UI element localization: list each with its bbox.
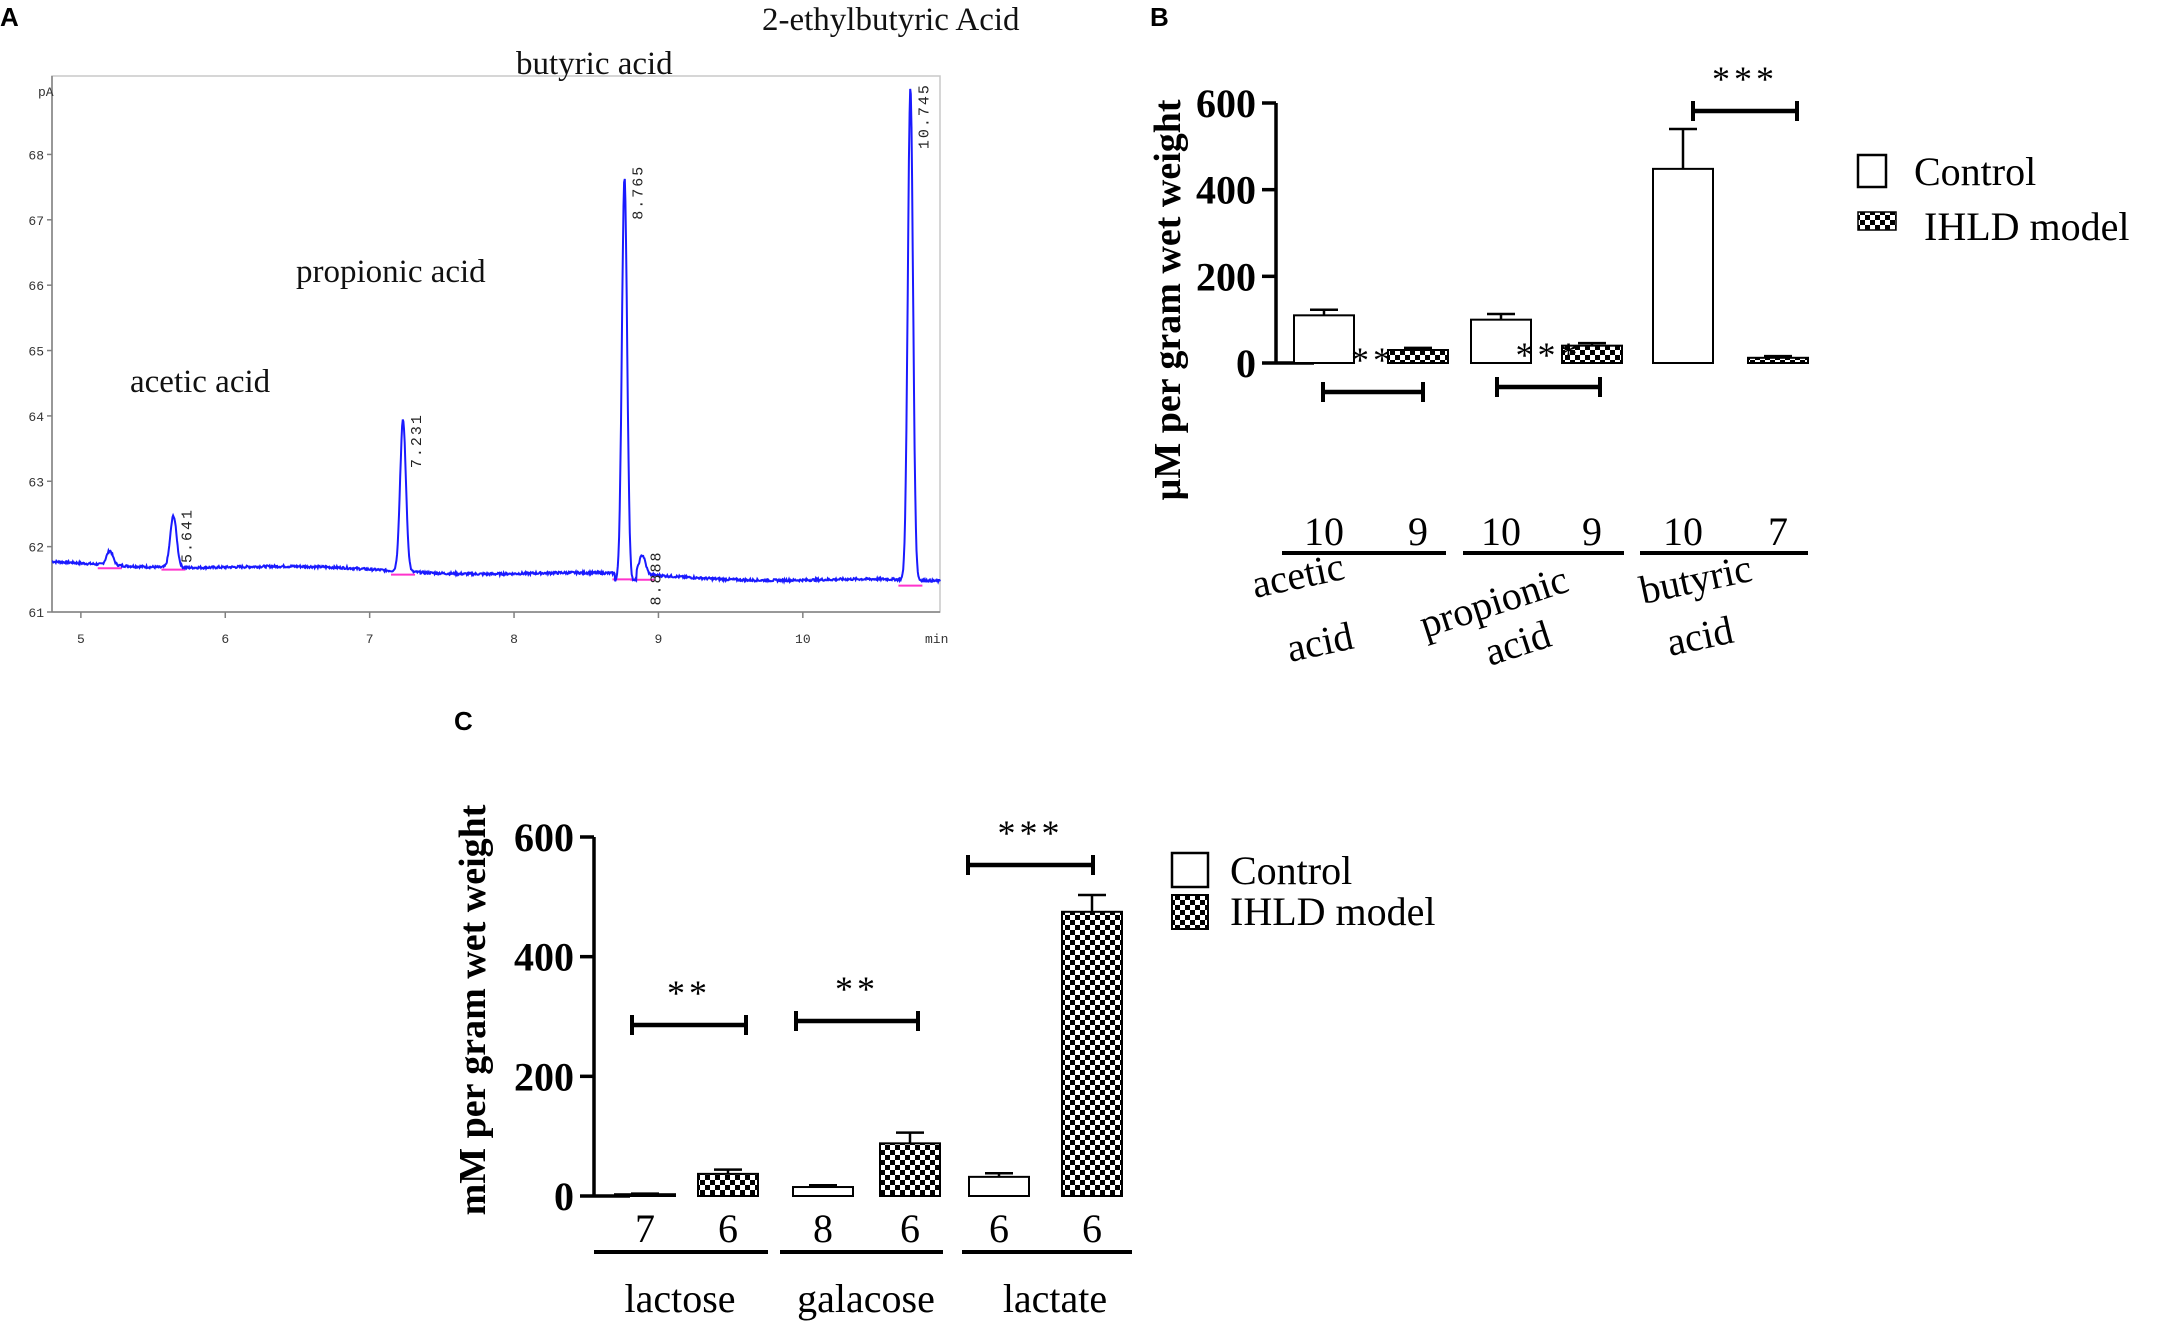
y-axis-tick-label: 200 [1196,254,1256,299]
bar-ihld-butyric [1747,356,1809,364]
y-axis-tick-label: 0 [1236,341,1256,386]
group-name-line1: acetic [1248,543,1349,606]
bar-control-galacose [792,1186,854,1198]
chromatogram-y-tick-label: 67 [28,214,44,229]
group-name: galacose [797,1276,935,1321]
group-name-line2: acid [1283,613,1358,671]
peak-retention-label: 7.231 [409,413,426,468]
panel-label-c: C [454,706,473,736]
bar-control-lactate [968,1175,1030,1198]
bar-ihld-propionic [1561,344,1623,364]
sample-size-label: 10 [1481,509,1521,554]
sample-size-label: 9 [1582,509,1602,554]
group-name-line2: acid [1663,607,1738,665]
panel-c-y-label: mM per gram wet weight [452,804,494,1215]
sample-size-label: 6 [718,1206,738,1251]
sample-size-label: 7 [635,1206,655,1251]
chromatogram-y-tick-label: 63 [28,475,44,490]
significance-stars: ** [835,969,879,1009]
chromatogram-x-unit: min [925,632,948,647]
chromatogram-x-tick-label: 9 [655,632,663,647]
chromatogram-x-tick-label: 5 [77,632,85,647]
significance-stars: ** [667,973,711,1013]
sample-size-label: 8 [813,1206,833,1251]
chromatogram-y-tick-label: 61 [28,606,44,621]
legend-swatch-control [1170,851,1210,889]
sample-size-label: 9 [1408,509,1428,554]
significance-stars: *** [1712,59,1778,99]
chromatogram-x-tick-label: 10 [795,632,811,647]
bar-control-acetic [1293,314,1355,365]
chromatogram-y-tick-label: 66 [28,279,44,294]
sample-size-label: 6 [900,1206,920,1251]
legend-swatch-ihld [1857,211,1897,231]
chromatogram-y-tick-label: 65 [28,345,44,360]
y-axis-tick-label: 0 [554,1174,574,1219]
chromatogram-x-tick-label: 6 [221,632,229,647]
legend-label-ihld: IHLD model [1924,204,2130,249]
bar-ihld-acetic [1387,349,1449,364]
legend-label-control: Control [1914,149,2036,194]
panel-label-a: A [0,2,19,32]
legend-label-control: Control [1230,848,1352,893]
y-axis-tick-label: 600 [1196,81,1256,126]
y-axis-tick-label: 600 [514,815,574,860]
y-axis-tick-label: 200 [514,1054,574,1099]
sample-size-label: 10 [1304,509,1344,554]
panel-b-legend: Control IHLD model [1856,149,2130,249]
chromatogram-y-tick-label: 68 [28,148,44,163]
sample-size-label: 6 [1082,1206,1102,1251]
legend-swatch-control [1856,153,1888,189]
group-name: lactate [1003,1276,1107,1321]
bar-ihld-lactose [697,1172,759,1198]
peak-retention-label: 10.745 [916,83,933,149]
panel-c-legend: Control IHLD model [1170,848,1436,934]
compound-label-ethylbutyric: 2-ethylbutyric Acid [762,2,1020,38]
legend-label-ihld: IHLD model [1230,889,1436,934]
chromatogram-x-tick-label: 8 [510,632,518,647]
panel-b-y-label: µM per gram wet weight [1147,99,1189,500]
bar-control-lactose [614,1193,676,1197]
significance-stars: *** [1516,335,1582,375]
sample-size-label: 6 [989,1206,1009,1251]
compound-label-propionic: propionic acid [296,254,486,290]
scfa-bar-chart: µM per gram wet weight 0 200 400 600 10 9 10 9… [1147,59,2130,675]
compound-label-butyric: butyric acid [516,46,673,82]
y-axis-tick-label: 400 [1196,168,1256,213]
bar-ihld-galacose [879,1142,941,1198]
chromatogram-y-tick-label: 64 [28,410,44,425]
sugar-bar-chart: mM per gram wet weight 0 200 400 600 7 6 8 6 6 6… [452,804,1436,1321]
panel-label-b: B [1150,2,1169,32]
chromatogram-trace [51,88,941,585]
group-name: lactose [624,1276,735,1321]
significance-stars: ** [1351,340,1395,380]
bar-control-butyric [1652,167,1714,364]
chromatogram-x-tick-label: 7 [366,632,374,647]
compound-label-acetic: acetic acid [130,364,271,400]
peak-retention-label: 8.888 [648,550,665,605]
bar-control-propionic [1470,318,1532,364]
peak-retention-label: 8.765 [631,165,648,220]
chromatogram-y-unit: pA [38,85,54,100]
peak-retention-label: 5.641 [179,508,196,563]
sample-size-label: 10 [1663,509,1703,554]
y-axis-tick-label: 400 [514,935,574,980]
group-name-line1: butyric [1636,545,1756,613]
legend-swatch-ihld [1171,894,1209,930]
sample-size-label: 7 [1768,509,1788,554]
significance-stars: *** [998,813,1064,853]
bar-ihld-lactate [1061,910,1123,1198]
chromatogram-y-tick-label: 62 [28,541,44,556]
